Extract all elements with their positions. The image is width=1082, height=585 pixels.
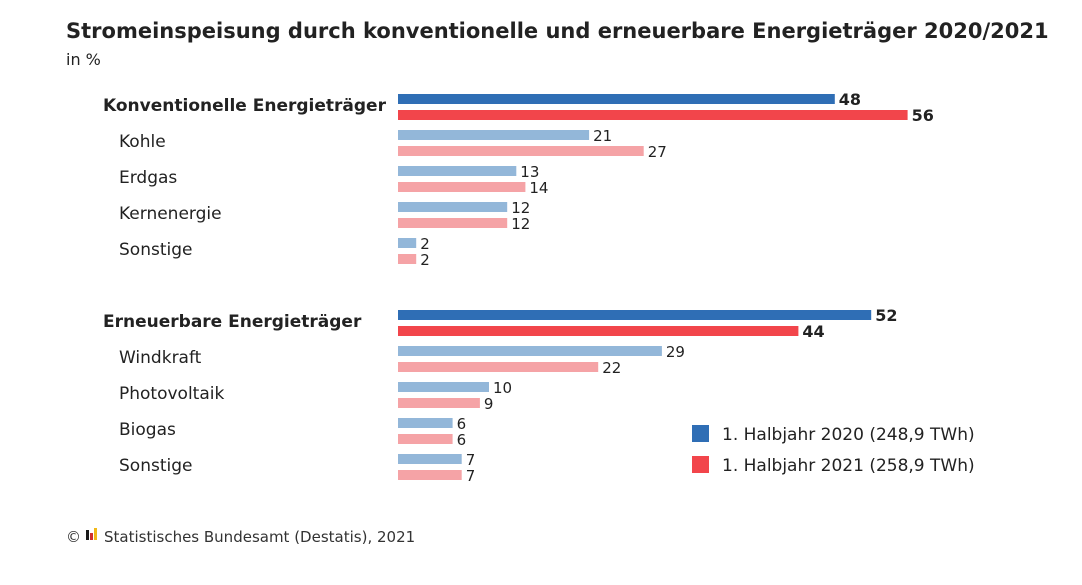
category-label: Erdgas (119, 168, 177, 188)
data-label: 12 (511, 215, 530, 233)
bar-2020 (398, 310, 872, 320)
bar-2020 (398, 346, 662, 356)
bar-2020 (398, 382, 489, 392)
data-label: 6 (457, 431, 467, 449)
bar-2021 (398, 326, 799, 336)
chart-title: Stromeinspeisung durch konventionelle un… (66, 19, 1049, 43)
data-label: 12 (511, 199, 530, 217)
bar-2021 (398, 398, 480, 408)
bar-2020 (398, 166, 517, 176)
data-label: 14 (529, 179, 548, 197)
destatis-logo-icon (86, 528, 97, 540)
data-label: 7 (466, 467, 476, 485)
bar-2021 (398, 254, 417, 264)
category-label: Sonstige (119, 240, 192, 260)
bar-2021 (398, 146, 644, 156)
legend-swatch (692, 456, 709, 473)
source-copyright: © (66, 528, 81, 546)
category-label: Kohle (119, 132, 166, 152)
data-label: 44 (802, 322, 824, 341)
bar-2021 (398, 434, 453, 444)
source-note: © Statistisches Bundesamt (Destatis), 20… (66, 528, 415, 546)
category-label: Kernenergie (119, 204, 222, 224)
bar-2020 (398, 238, 417, 248)
data-label: 48 (839, 90, 861, 109)
category-label: Biogas (119, 420, 176, 440)
data-label: 52 (875, 306, 897, 325)
category-label: Windkraft (119, 348, 202, 368)
data-label: 9 (484, 395, 494, 413)
bar-2020 (398, 418, 453, 428)
legend-label: 1. Halbjahr 2021 (258,9 TWh) (722, 456, 975, 476)
data-label: 29 (666, 343, 685, 361)
bar-2020 (398, 202, 508, 212)
category-label: Sonstige (119, 456, 192, 476)
data-label: 56 (912, 106, 934, 125)
bar-2021 (398, 470, 462, 480)
data-label: 10 (493, 379, 512, 397)
data-label: 22 (602, 359, 621, 377)
bar-2021 (398, 218, 508, 228)
data-label: 13 (520, 163, 539, 181)
category-label: Konventionelle Energieträger (103, 96, 387, 116)
source-text: Statistisches Bundesamt (Destatis), 2021 (104, 528, 415, 546)
bar-2021 (398, 362, 599, 372)
legend-swatch (692, 425, 709, 442)
category-label: Photovoltaik (119, 384, 224, 404)
chart-subtitle: in % (66, 50, 101, 69)
bar-2020 (398, 94, 835, 104)
data-label: 6 (457, 415, 467, 433)
bar-2020 (398, 454, 462, 464)
category-label: Erneuerbare Energieträger (103, 312, 362, 332)
bar-2020 (398, 130, 590, 140)
legend: 1. Halbjahr 2020 (248,9 TWh) 1. Halbjahr … (692, 425, 975, 476)
bar-2021 (398, 182, 526, 192)
data-label: 7 (466, 451, 476, 469)
data-label: 27 (648, 143, 667, 161)
data-label: 2 (420, 251, 430, 269)
data-label: 2 (420, 235, 430, 253)
data-label: 21 (593, 127, 612, 145)
legend-label: 1. Halbjahr 2020 (248,9 TWh) (722, 425, 975, 445)
bar-2021 (398, 110, 908, 120)
